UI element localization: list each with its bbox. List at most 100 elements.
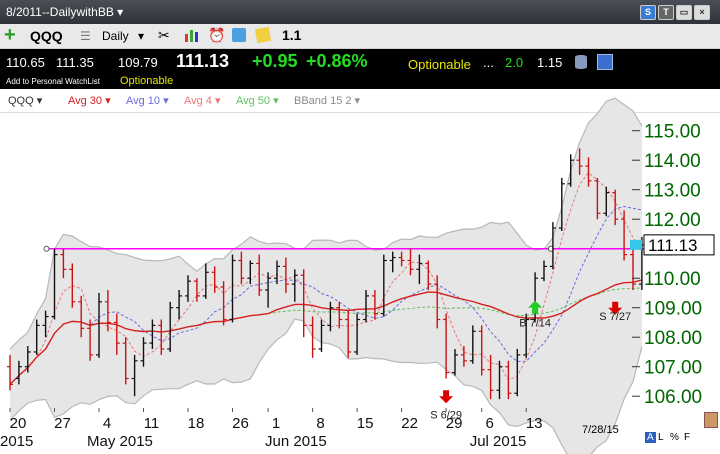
legend-qqq[interactable]: QQQ ▾ <box>8 95 43 107</box>
period-label[interactable]: Daily <box>102 29 129 43</box>
minimize-icon[interactable]: ▭ <box>676 5 692 20</box>
indicators-icon[interactable] <box>184 28 200 42</box>
chart-icon[interactable] <box>232 28 246 42</box>
ohlc-bar <box>327 301 334 332</box>
opt-l[interactable]: L <box>658 432 664 443</box>
opt-pct[interactable]: % <box>670 432 679 443</box>
ohlc-bar <box>460 346 467 367</box>
low-price: 109.79 <box>118 55 158 70</box>
axes: 106.00107.00108.00109.00110.00111.00112.… <box>0 122 715 450</box>
x-day-label: 27 <box>54 415 71 432</box>
optionable-label: Optionable <box>408 57 471 72</box>
open-price: 110.65 <box>6 55 45 70</box>
bband-fill <box>10 98 642 454</box>
y-tick-label: 110.00 <box>644 269 701 290</box>
last-price: 111.13 <box>176 51 230 71</box>
add-icon[interactable]: + <box>4 24 16 46</box>
ohlc-bar <box>603 186 610 217</box>
title-bar: 8/2011--DailywithBB ▾ S T ▭ × <box>0 0 720 24</box>
bollinger-band <box>9 97 643 454</box>
ohlc-bar <box>567 154 574 187</box>
watchlist-link[interactable]: Add to Personal WatchList <box>6 77 100 86</box>
ohlc-bar <box>96 292 102 358</box>
y-tick-label: 112.00 <box>644 210 701 231</box>
x-day-label: 18 <box>188 415 205 432</box>
opt-a[interactable]: A <box>645 432 656 443</box>
legend-bband[interactable]: BBand 15 2 ▾ <box>294 95 361 107</box>
change-percent: +0.86% <box>306 51 368 71</box>
y-tick-label: 108.00 <box>644 328 702 349</box>
ohlc-bar <box>612 189 619 226</box>
ohlc-bar <box>42 310 49 338</box>
ohlc-bar <box>15 360 22 385</box>
alarm-icon[interactable]: ⏰ <box>208 27 226 43</box>
ohlc-bar <box>300 269 307 338</box>
footer-date: 7/28/15 <box>582 424 619 436</box>
ohlc-bar <box>363 290 369 323</box>
annotation-s-7-27: S 7/27 <box>599 301 631 323</box>
ohlc-bar <box>380 254 387 317</box>
legend-avg50[interactable]: Avg 50 ▾ <box>236 95 279 107</box>
ohlc-bar <box>532 272 539 323</box>
ohlc-bar <box>131 354 138 397</box>
x-day-label: 29 <box>446 415 463 432</box>
ohlc-bar <box>282 257 289 293</box>
s-icon[interactable]: S <box>640 5 656 20</box>
bband-lower <box>9 318 643 454</box>
ohlc-bar <box>345 310 352 358</box>
x-day-label: 15 <box>357 415 374 432</box>
ohlc-bar <box>122 337 129 385</box>
x-day-label: 8 <box>316 415 324 432</box>
opt-f[interactable]: F <box>684 432 691 443</box>
close-icon[interactable]: × <box>694 5 710 20</box>
ohlc-bar <box>51 248 58 320</box>
y-tick-label: 106.00 <box>644 387 702 408</box>
ohlc-bar <box>185 275 191 302</box>
ohlc-bar <box>425 260 432 290</box>
ohlc-bar <box>389 251 396 273</box>
ohlc-bar <box>274 260 280 285</box>
period-dropdown-icon[interactable]: ▾ <box>138 29 145 43</box>
signal-label: B 7/14 <box>519 318 551 330</box>
ohlc-bar <box>514 349 521 397</box>
legend-avg4[interactable]: Avg 4 ▾ <box>184 95 221 107</box>
ohlc-bar <box>594 177 601 220</box>
window-title[interactable]: 8/2011--DailywithBB ▾ <box>6 5 124 19</box>
x-day-label: 11 <box>144 415 160 432</box>
ohlc-bar <box>265 272 272 308</box>
save-icon[interactable] <box>597 54 613 70</box>
x-day-label: 4 <box>103 415 111 432</box>
legend-avg10[interactable]: Avg 10 ▾ <box>126 95 169 107</box>
ohlc-bar <box>202 263 209 299</box>
edit-icon[interactable] <box>704 412 718 428</box>
t-icon[interactable]: T <box>658 5 674 20</box>
value-two: 1.15 <box>537 55 563 70</box>
ohlc-bar <box>576 148 583 175</box>
ohlc-bar <box>238 251 245 285</box>
ohlc-bar <box>309 316 316 358</box>
y-tick-label: 113.00 <box>644 181 701 202</box>
ohlc-bar <box>523 313 530 358</box>
ohlc-bar <box>541 260 547 282</box>
change-value: +0.95 <box>252 51 298 71</box>
annotation-s-6-29: S 6/29 <box>430 390 462 421</box>
ohlc-bar <box>113 313 120 355</box>
legend-avg30[interactable]: Avg 30 ▾ <box>68 95 111 107</box>
ohlc-bar <box>621 210 628 261</box>
value-one: 2.0 <box>505 55 524 70</box>
line-anchor-left <box>43 245 50 252</box>
symbol-label[interactable]: QQQ <box>30 28 63 44</box>
tools-icon[interactable]: ✂ <box>158 27 170 43</box>
list-icon[interactable]: ☰ <box>80 29 91 43</box>
database-icon[interactable] <box>575 55 587 69</box>
y-tick-label: 115.00 <box>644 122 701 143</box>
ohlc-bar <box>318 319 325 352</box>
x-month-label: 2015 <box>0 433 33 450</box>
ohlc-bar <box>140 337 147 367</box>
optionable-label-2: Optionable <box>120 75 174 87</box>
ohlc-bar <box>416 254 423 285</box>
ohlc-bar <box>104 290 111 332</box>
ohlc-bar <box>33 319 40 355</box>
x-day-label: 22 <box>401 415 418 432</box>
